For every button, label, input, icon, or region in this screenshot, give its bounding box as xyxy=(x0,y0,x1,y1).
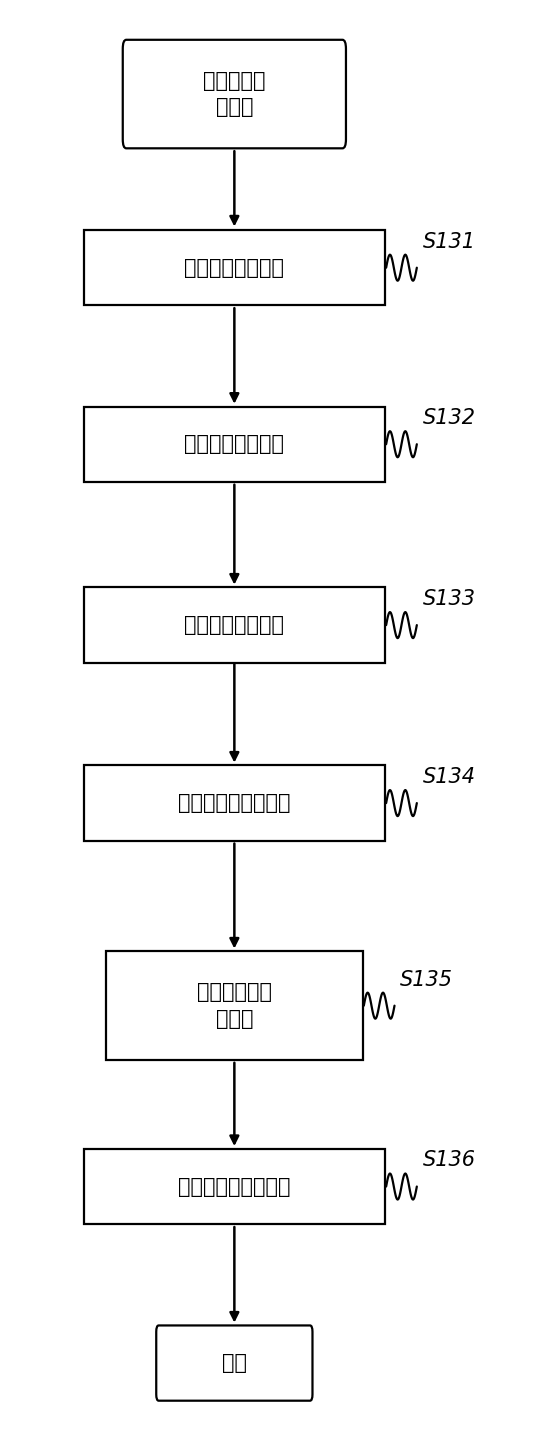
Text: S135: S135 xyxy=(400,969,453,990)
FancyBboxPatch shape xyxy=(156,1325,312,1401)
Text: 开启快速抽气阀门: 开启快速抽气阀门 xyxy=(184,258,285,278)
Text: 结束: 结束 xyxy=(222,1353,247,1373)
Text: 关闭快速抽气阀门: 关闭快速抽气阀门 xyxy=(184,615,285,635)
Bar xyxy=(106,952,363,1059)
Text: S131: S131 xyxy=(422,232,475,252)
Bar xyxy=(84,407,385,482)
Bar xyxy=(84,230,385,305)
Text: S136: S136 xyxy=(422,1150,475,1171)
FancyBboxPatch shape xyxy=(123,41,346,148)
Text: 过渡清洗工
艺腔室: 过渡清洗工 艺腔室 xyxy=(203,71,266,117)
Bar xyxy=(84,587,385,663)
Text: 开启分子泵抽
气阀门: 开启分子泵抽 气阀门 xyxy=(197,983,272,1029)
Text: 延时第十二预设时间: 延时第十二预设时间 xyxy=(178,1176,291,1197)
Text: 延时第十一预设时间: 延时第十一预设时间 xyxy=(178,793,291,813)
Text: S132: S132 xyxy=(422,408,475,428)
Bar xyxy=(84,765,385,841)
Bar xyxy=(84,1149,385,1224)
Text: S134: S134 xyxy=(422,767,475,787)
Text: S133: S133 xyxy=(422,589,475,609)
Text: 延时第十预设时间: 延时第十预设时间 xyxy=(184,434,285,454)
